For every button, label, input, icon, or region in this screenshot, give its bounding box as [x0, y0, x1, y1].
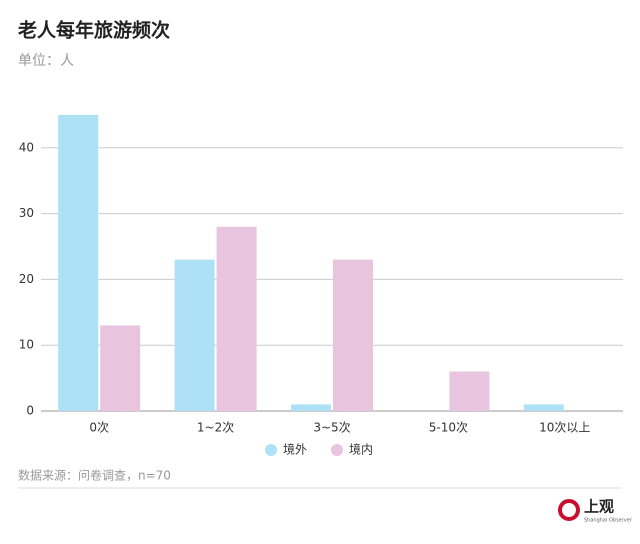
y-tick-label: 20	[19, 272, 34, 286]
y-tick-label: 40	[19, 140, 34, 154]
bar	[58, 114, 99, 412]
x-tick-label: 3~5次	[313, 421, 350, 435]
x-tick-label: 1~2次	[197, 421, 234, 435]
logo-sub: Shanghai Observer	[584, 518, 633, 524]
y-tick-label: 30	[19, 206, 34, 220]
logo: 上观	[584, 498, 614, 516]
x-tick-label: 5-10次	[429, 421, 468, 435]
bar	[216, 226, 257, 411]
x-tick-label: 0次	[89, 421, 109, 435]
y-tick-label: 10	[19, 338, 34, 352]
legend-label: 境内	[349, 442, 373, 457]
bar	[449, 371, 490, 411]
chart-subtitle: 单位：人	[18, 53, 74, 69]
bar	[100, 325, 141, 411]
legend-marker	[331, 444, 343, 456]
bar	[174, 259, 215, 411]
y-tick-label: 0	[26, 404, 34, 418]
x-tick-label: 10次以上	[539, 421, 590, 435]
bar	[291, 404, 331, 411]
bar	[333, 259, 373, 411]
source: 数据来源：问卷调查，n=70	[18, 468, 171, 483]
legend-marker	[265, 444, 277, 456]
bar	[523, 404, 564, 411]
legend-label: 境外	[283, 442, 307, 457]
chart-title: 老人每年旅游频次	[18, 19, 170, 42]
logo-icon	[558, 499, 580, 521]
